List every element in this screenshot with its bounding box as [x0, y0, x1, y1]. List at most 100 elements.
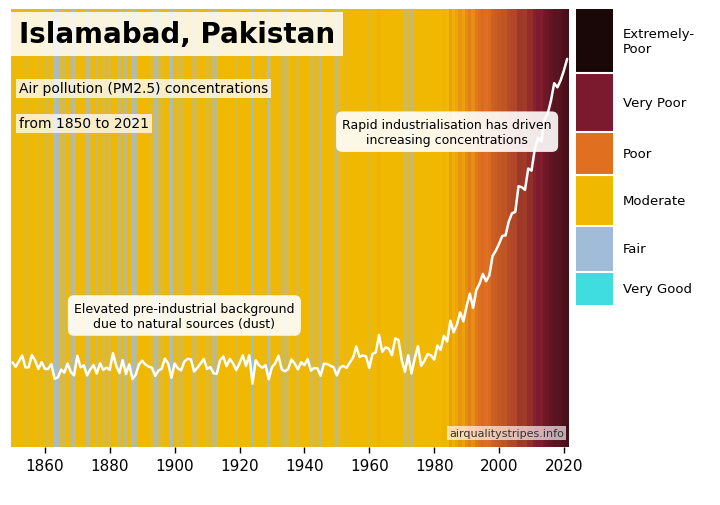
Bar [507, 10, 510, 447]
Bar [361, 10, 364, 447]
Bar [231, 10, 235, 447]
Bar [24, 10, 27, 447]
Bar [338, 10, 342, 447]
Text: Extremely-
Poor: Extremely- Poor [623, 28, 695, 56]
Bar [468, 10, 472, 447]
Bar [420, 10, 423, 447]
Bar [283, 10, 287, 447]
Bar [533, 10, 536, 447]
Bar [290, 10, 293, 447]
Bar [140, 10, 144, 447]
Bar [202, 10, 205, 447]
Bar [500, 10, 504, 447]
Bar [442, 10, 446, 447]
Bar [374, 10, 377, 447]
Bar [429, 10, 433, 447]
Bar [112, 10, 114, 447]
Bar [222, 10, 225, 447]
Bar [491, 10, 494, 447]
Bar [303, 10, 306, 447]
Bar [397, 10, 400, 447]
Bar [267, 10, 270, 447]
Bar [576, 73, 613, 132]
Bar [562, 10, 565, 447]
Bar [276, 10, 280, 447]
Bar [552, 10, 556, 447]
Bar [244, 10, 248, 447]
Bar [114, 10, 118, 447]
Bar [251, 10, 254, 447]
Bar [37, 10, 40, 447]
Bar [426, 10, 429, 447]
Bar [157, 10, 160, 447]
Bar [436, 10, 439, 447]
Bar [86, 10, 89, 447]
Bar [332, 10, 336, 447]
Bar [323, 10, 325, 447]
Bar [351, 10, 355, 447]
Bar [127, 10, 131, 447]
Bar [371, 10, 374, 447]
Bar [257, 10, 261, 447]
Bar [274, 10, 276, 447]
Bar [56, 10, 60, 447]
Bar [63, 10, 66, 447]
Bar [261, 10, 264, 447]
Bar [504, 10, 507, 447]
Bar [485, 10, 487, 447]
Bar [215, 10, 218, 447]
Bar [30, 10, 34, 447]
Text: from 1850 to 2021: from 1850 to 2021 [19, 117, 149, 131]
Bar [60, 10, 63, 447]
Bar [472, 10, 474, 447]
Bar [348, 10, 351, 447]
Text: Elevated pre-industrial background
due to natural sources (dust): Elevated pre-industrial background due t… [74, 302, 294, 330]
Bar [576, 226, 613, 272]
Bar [310, 10, 312, 447]
Bar [225, 10, 228, 447]
Bar [449, 10, 452, 447]
Bar [196, 10, 199, 447]
Text: Air pollution (PM2.5) concentrations: Air pollution (PM2.5) concentrations [19, 82, 268, 96]
Bar [336, 10, 338, 447]
Bar [462, 10, 465, 447]
Bar [565, 10, 569, 447]
Bar [66, 10, 69, 447]
Bar [517, 10, 520, 447]
Bar [345, 10, 348, 447]
Bar [144, 10, 147, 447]
Bar [498, 10, 500, 447]
Bar [69, 10, 73, 447]
Bar [474, 10, 478, 447]
Text: Fair: Fair [623, 243, 647, 256]
Text: airqualitystripes.info: airqualitystripes.info [449, 428, 564, 438]
Bar [481, 10, 485, 447]
Bar [11, 10, 14, 447]
Bar [212, 10, 215, 447]
Bar [73, 10, 76, 447]
Bar [368, 10, 371, 447]
Bar [209, 10, 212, 447]
Bar [108, 10, 112, 447]
Bar [160, 10, 163, 447]
Bar [183, 10, 186, 447]
Bar [105, 10, 108, 447]
Bar [556, 10, 559, 447]
Bar [163, 10, 166, 447]
Bar [293, 10, 297, 447]
Bar [549, 10, 552, 447]
Bar [205, 10, 209, 447]
Bar [413, 10, 416, 447]
Bar [342, 10, 345, 447]
Bar [576, 272, 613, 305]
Bar [439, 10, 442, 447]
Bar [377, 10, 381, 447]
Bar [433, 10, 436, 447]
Bar [248, 10, 251, 447]
Bar [270, 10, 274, 447]
Text: Islamabad, Pakistan: Islamabad, Pakistan [19, 21, 335, 49]
Bar [559, 10, 562, 447]
Bar [358, 10, 361, 447]
Text: Moderate: Moderate [623, 195, 686, 208]
Bar [520, 10, 523, 447]
